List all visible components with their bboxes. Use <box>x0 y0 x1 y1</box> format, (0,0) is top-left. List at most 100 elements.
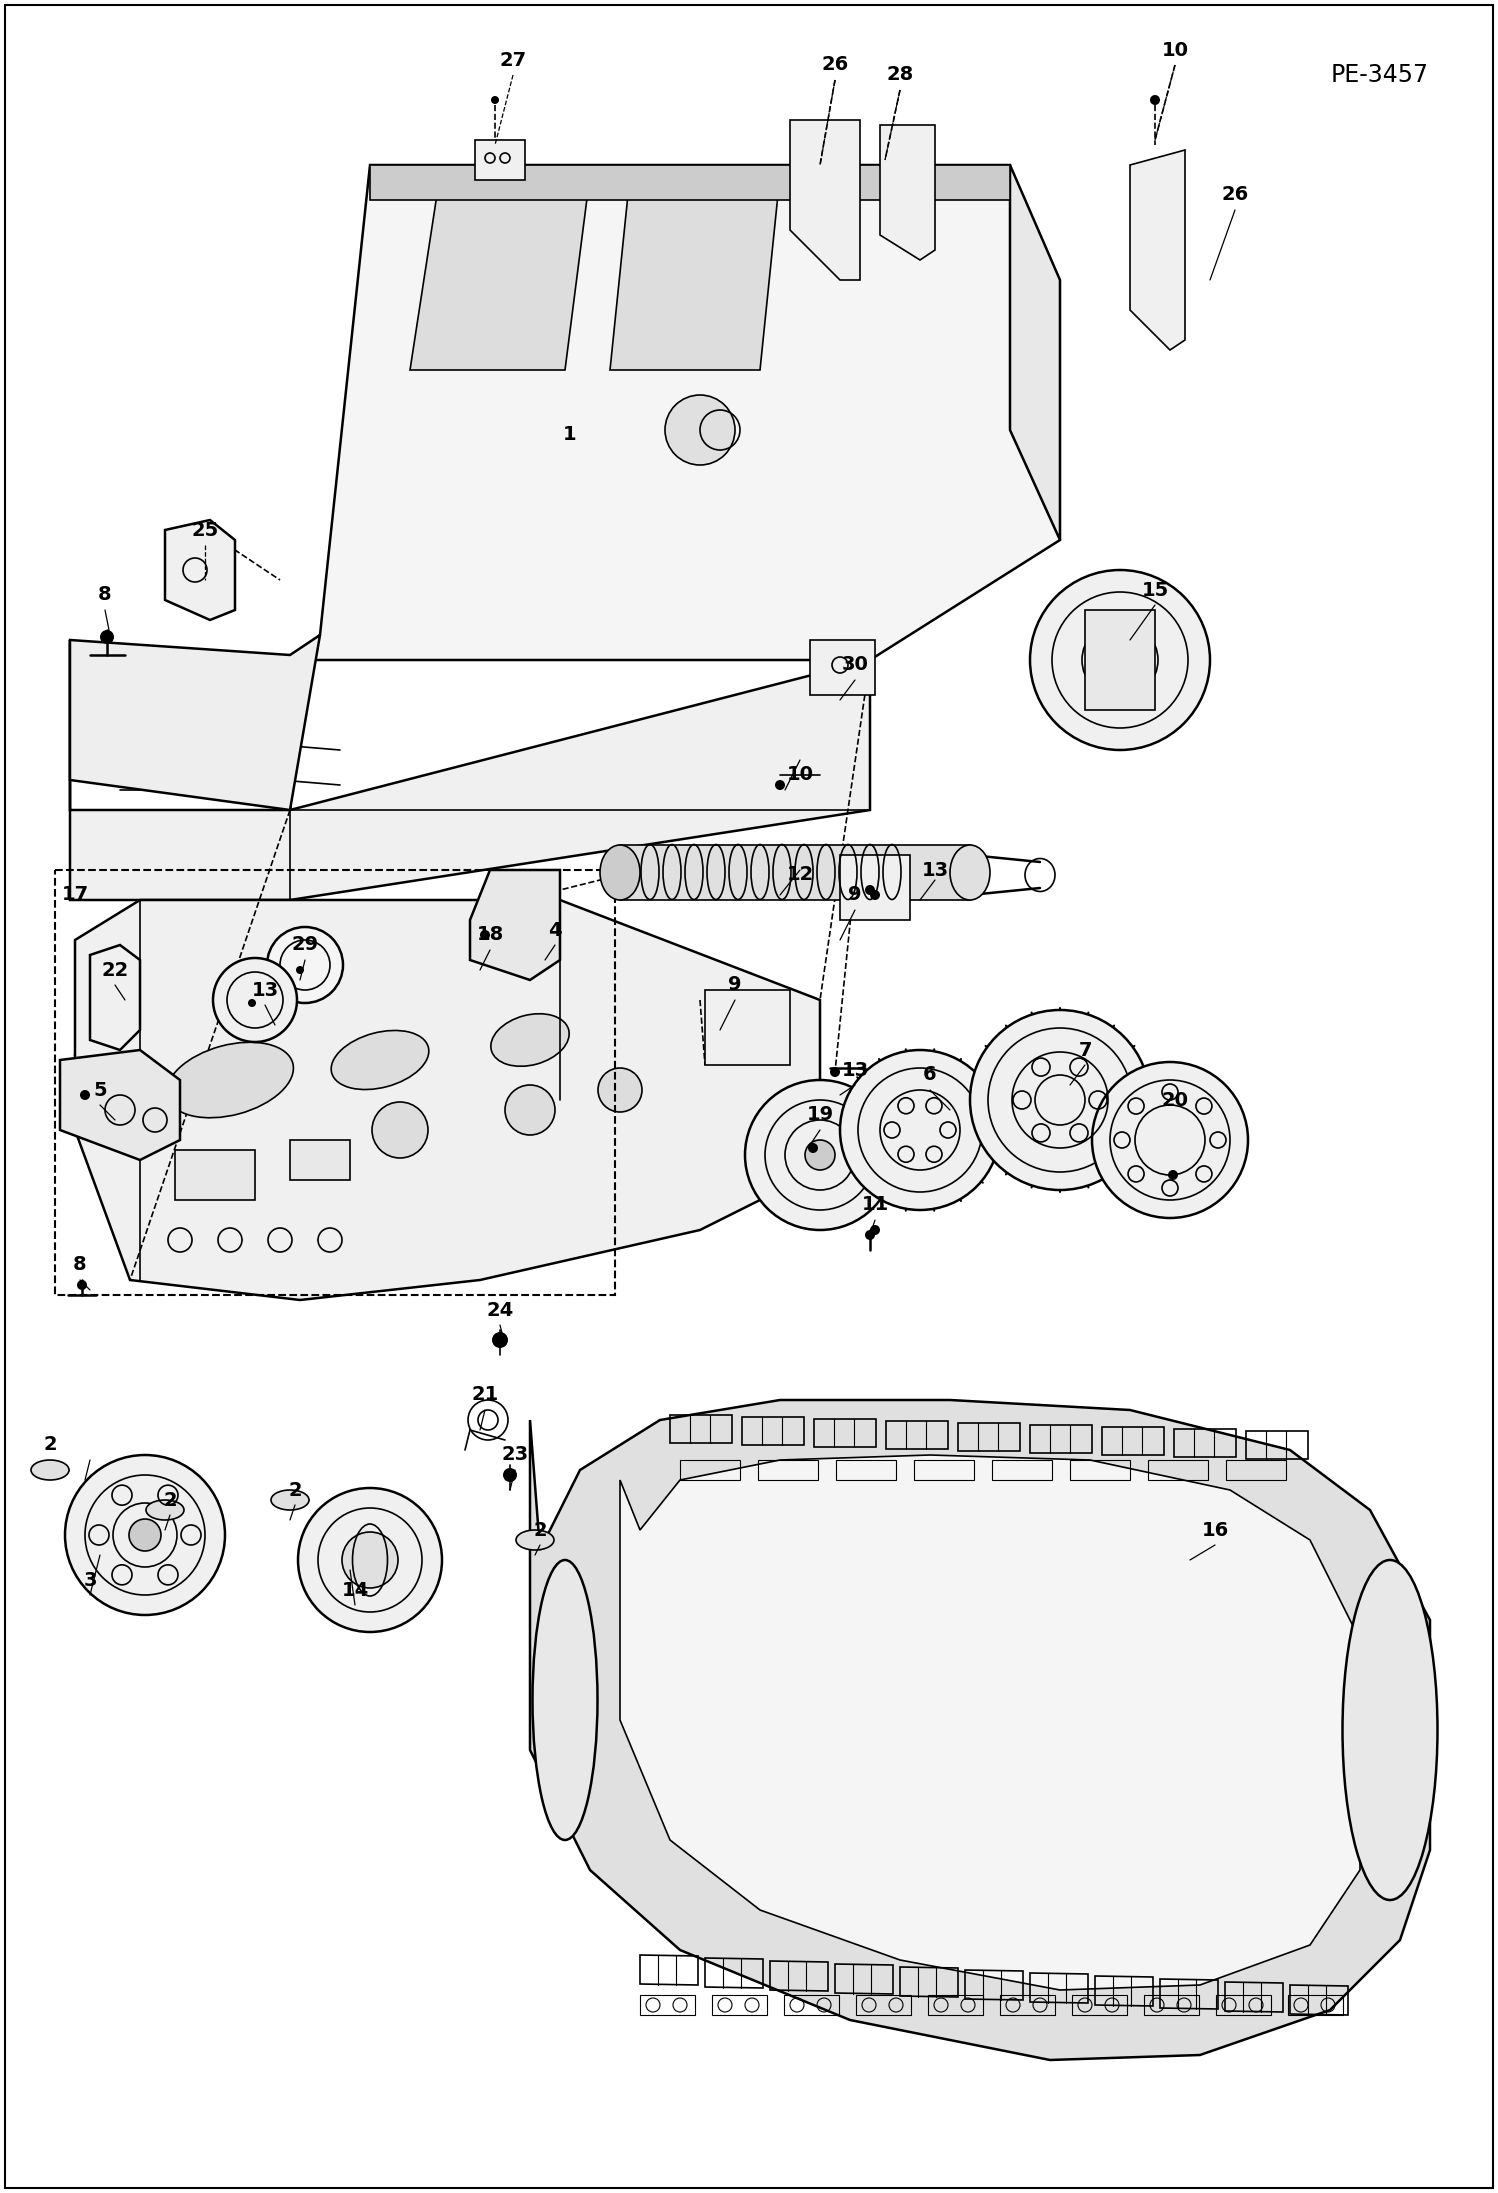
Text: 17: 17 <box>61 886 88 904</box>
Text: 13: 13 <box>921 860 948 879</box>
Text: 20: 20 <box>1161 1090 1188 1110</box>
Circle shape <box>830 1068 840 1077</box>
Ellipse shape <box>515 1531 554 1550</box>
Circle shape <box>267 928 343 1002</box>
Polygon shape <box>370 164 1010 200</box>
Bar <box>1216 1996 1270 2015</box>
Circle shape <box>76 1281 87 1289</box>
Bar <box>810 640 875 695</box>
Bar <box>175 1149 255 1200</box>
Circle shape <box>1150 94 1159 105</box>
Circle shape <box>971 1011 1150 1191</box>
Text: 13: 13 <box>842 1061 869 1079</box>
Text: 2: 2 <box>43 1436 57 1454</box>
Circle shape <box>213 958 297 1042</box>
Text: 9: 9 <box>848 886 861 904</box>
Circle shape <box>129 1520 160 1550</box>
Ellipse shape <box>532 1559 598 1840</box>
Ellipse shape <box>491 1013 569 1066</box>
Circle shape <box>342 1533 398 1588</box>
Text: 14: 14 <box>342 1581 369 1599</box>
Bar <box>291 1140 351 1180</box>
Text: 9: 9 <box>728 976 742 993</box>
Polygon shape <box>1129 149 1185 351</box>
Ellipse shape <box>166 1042 294 1118</box>
Text: 12: 12 <box>786 866 813 884</box>
Polygon shape <box>879 125 935 261</box>
Circle shape <box>249 1000 256 1007</box>
Polygon shape <box>530 1399 1431 2059</box>
Bar <box>1073 1996 1126 2015</box>
Bar <box>758 1461 818 1480</box>
Circle shape <box>774 781 785 789</box>
Bar <box>1147 1461 1207 1480</box>
Text: 22: 22 <box>102 961 129 980</box>
Bar <box>1070 1461 1129 1480</box>
Text: 26: 26 <box>1221 186 1249 204</box>
Text: 21: 21 <box>472 1386 499 1404</box>
Text: 3: 3 <box>84 1570 97 1590</box>
Ellipse shape <box>31 1461 69 1480</box>
Text: 2: 2 <box>288 1480 301 1500</box>
Polygon shape <box>90 945 139 1050</box>
Bar <box>706 989 789 1066</box>
Circle shape <box>1031 570 1210 750</box>
Ellipse shape <box>145 1500 184 1520</box>
Text: 13: 13 <box>252 980 279 1000</box>
Circle shape <box>804 1140 834 1171</box>
Text: 2: 2 <box>163 1491 177 1509</box>
Bar <box>783 1996 839 2015</box>
Polygon shape <box>75 899 819 1300</box>
Bar <box>640 1996 695 2015</box>
Text: 6: 6 <box>923 1066 936 1086</box>
Bar <box>1001 1996 1055 2015</box>
Bar <box>836 1461 896 1480</box>
Text: 11: 11 <box>861 1195 888 1215</box>
Circle shape <box>298 1489 442 1632</box>
Text: 27: 27 <box>499 50 527 70</box>
Text: 4: 4 <box>548 921 562 939</box>
Polygon shape <box>165 520 235 621</box>
Polygon shape <box>70 636 321 809</box>
Bar <box>680 1461 740 1480</box>
Text: PE-3457: PE-3457 <box>1332 64 1429 88</box>
Ellipse shape <box>331 1031 428 1090</box>
Circle shape <box>64 1454 225 1614</box>
Ellipse shape <box>271 1489 309 1511</box>
Circle shape <box>598 1068 643 1112</box>
Text: 5: 5 <box>93 1081 106 1099</box>
Bar <box>475 140 524 180</box>
Circle shape <box>100 629 114 645</box>
Circle shape <box>665 395 736 465</box>
Bar <box>55 871 616 1296</box>
Polygon shape <box>291 164 1061 660</box>
Bar <box>1144 1996 1198 2015</box>
Text: 26: 26 <box>821 55 849 75</box>
Ellipse shape <box>601 844 640 899</box>
Polygon shape <box>789 121 860 281</box>
Text: 2: 2 <box>533 1520 547 1539</box>
Circle shape <box>840 1050 1001 1211</box>
Text: 1: 1 <box>563 425 577 445</box>
Circle shape <box>870 890 879 899</box>
Ellipse shape <box>950 844 990 899</box>
Bar <box>712 1996 767 2015</box>
Polygon shape <box>610 175 780 371</box>
Circle shape <box>1168 1171 1177 1180</box>
Text: 28: 28 <box>887 66 914 86</box>
Bar <box>840 855 909 921</box>
Circle shape <box>864 886 875 895</box>
Text: 16: 16 <box>1201 1520 1228 1539</box>
Bar <box>1288 1996 1344 2015</box>
Polygon shape <box>70 640 870 899</box>
Polygon shape <box>620 844 971 899</box>
Polygon shape <box>470 871 560 980</box>
Text: 8: 8 <box>73 1257 87 1274</box>
Text: 10: 10 <box>1161 39 1188 59</box>
Polygon shape <box>1010 164 1061 539</box>
Text: 15: 15 <box>1141 581 1168 599</box>
Polygon shape <box>410 175 590 371</box>
Circle shape <box>79 1090 90 1101</box>
Bar <box>855 1996 911 2015</box>
Bar <box>914 1461 974 1480</box>
